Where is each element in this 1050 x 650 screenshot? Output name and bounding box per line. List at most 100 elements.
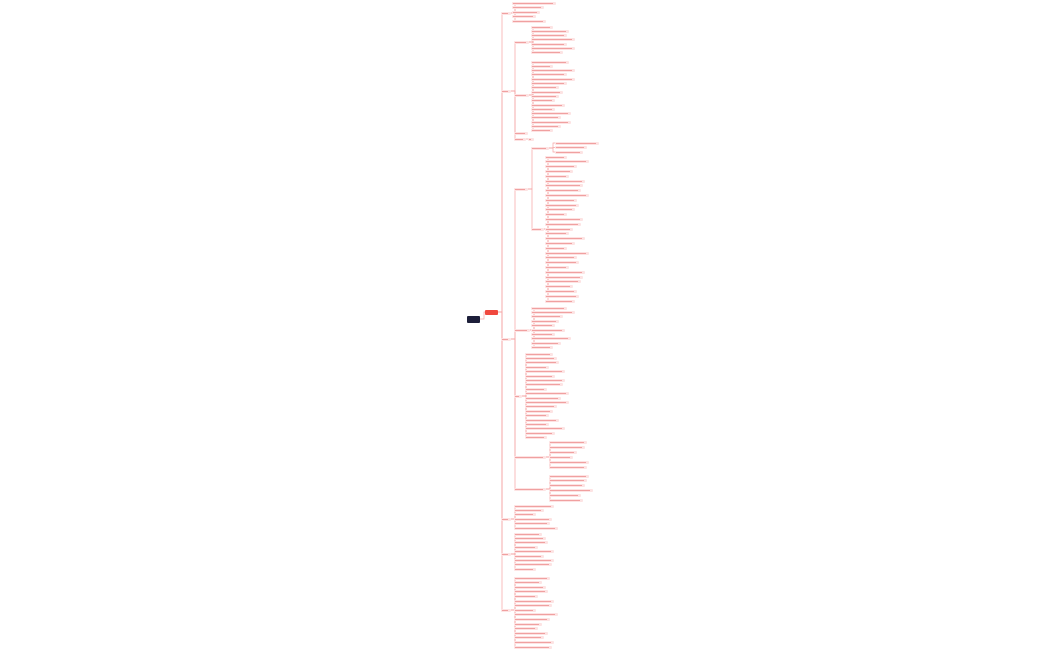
central-node[interactable] xyxy=(485,309,498,315)
leaf-node[interactable] xyxy=(514,594,538,598)
leaf-node[interactable] xyxy=(531,60,569,64)
leaf-node[interactable] xyxy=(531,47,575,50)
leaf-node[interactable] xyxy=(545,193,589,197)
leaf-node[interactable] xyxy=(531,90,563,94)
leaf-node[interactable] xyxy=(531,77,575,81)
leaf-node[interactable] xyxy=(514,558,554,562)
sub-branch-node[interactable] xyxy=(514,487,546,491)
leaf-node[interactable] xyxy=(531,337,571,341)
leaf-node[interactable] xyxy=(545,285,573,289)
leaf-node[interactable] xyxy=(555,141,599,145)
leaf-node[interactable] xyxy=(525,378,565,382)
leaf-node[interactable] xyxy=(528,137,534,141)
leaf-node[interactable] xyxy=(525,427,565,431)
leaf-node[interactable] xyxy=(525,387,547,391)
sub-branch-node[interactable] xyxy=(514,40,529,44)
leaf-node[interactable] xyxy=(531,125,561,128)
leaf-node[interactable] xyxy=(531,310,575,314)
leaf-node[interactable] xyxy=(545,256,577,260)
leaf-node[interactable] xyxy=(531,38,575,42)
leaf-node[interactable] xyxy=(525,370,565,374)
leaf-node[interactable] xyxy=(531,103,565,107)
leaf-node[interactable] xyxy=(545,265,569,269)
leaf-node[interactable] xyxy=(514,631,548,635)
leaf-node[interactable] xyxy=(545,289,577,293)
leaf-node[interactable] xyxy=(531,328,565,332)
leaf-node[interactable] xyxy=(512,6,544,10)
leaf-node[interactable] xyxy=(525,361,559,365)
leaf-node[interactable] xyxy=(545,208,575,212)
leaf-node[interactable] xyxy=(514,585,546,589)
leaf-node[interactable] xyxy=(545,198,577,202)
leaf-node[interactable] xyxy=(531,25,553,29)
sub-branch-node[interactable] xyxy=(514,131,528,135)
leaf-node[interactable] xyxy=(545,184,583,188)
leaf-node[interactable] xyxy=(514,640,554,644)
sub-branch-node[interactable] xyxy=(514,328,530,332)
leaf-node[interactable] xyxy=(531,73,567,77)
leaf-node[interactable] xyxy=(514,576,550,580)
leaf-node[interactable] xyxy=(531,29,569,33)
leaf-node[interactable] xyxy=(545,174,569,178)
leaf-node[interactable] xyxy=(545,280,581,284)
branch-node[interactable] xyxy=(501,608,511,612)
sub-branch-node[interactable] xyxy=(514,93,529,97)
leaf-node[interactable] xyxy=(555,146,587,149)
branch-node[interactable] xyxy=(501,89,511,93)
leaf-node[interactable] xyxy=(531,324,555,328)
root-node[interactable] xyxy=(467,315,480,323)
leaf-node[interactable] xyxy=(531,94,559,98)
leaf-node[interactable] xyxy=(555,150,583,154)
leaf-node[interactable] xyxy=(514,608,536,612)
leaf-node[interactable] xyxy=(514,617,550,621)
leaf-node[interactable] xyxy=(514,581,542,585)
leaf-node[interactable] xyxy=(514,550,554,554)
sub-branch-node[interactable] xyxy=(531,227,544,231)
leaf-node[interactable] xyxy=(545,241,575,245)
leaf-node[interactable] xyxy=(531,107,555,111)
leaf-node[interactable] xyxy=(545,189,581,193)
leaf-node[interactable] xyxy=(545,169,573,173)
leaf-node[interactable] xyxy=(514,517,552,521)
sub-branch-node[interactable] xyxy=(514,455,546,459)
leaf-node[interactable] xyxy=(531,346,553,350)
leaf-node[interactable] xyxy=(514,627,538,631)
leaf-node[interactable] xyxy=(531,69,575,73)
leaf-node[interactable] xyxy=(525,365,549,369)
leaf-node[interactable] xyxy=(531,112,571,116)
leaf-node[interactable] xyxy=(545,232,569,236)
leaf-node[interactable] xyxy=(531,34,567,38)
leaf-node[interactable] xyxy=(512,10,540,14)
leaf-node[interactable] xyxy=(545,261,579,265)
branch-node[interactable] xyxy=(501,552,511,556)
sub-branch-node[interactable] xyxy=(514,394,522,398)
branch-node[interactable] xyxy=(501,11,511,15)
leaf-node[interactable] xyxy=(545,294,579,298)
leaf-node[interactable] xyxy=(514,599,554,603)
leaf-node[interactable] xyxy=(531,129,553,133)
leaf-node[interactable] xyxy=(531,99,555,103)
leaf-node[interactable] xyxy=(545,179,585,183)
leaf-node[interactable] xyxy=(525,392,569,396)
leaf-node[interactable] xyxy=(545,270,585,274)
leaf-node[interactable] xyxy=(549,460,589,464)
leaf-node[interactable] xyxy=(512,15,536,19)
leaf-node[interactable] xyxy=(514,532,542,536)
leaf-node[interactable] xyxy=(514,567,536,571)
leaf-node[interactable] xyxy=(514,508,544,512)
leaf-node[interactable] xyxy=(531,341,561,345)
leaf-node[interactable] xyxy=(514,545,538,549)
leaf-node[interactable] xyxy=(525,383,563,387)
leaf-node[interactable] xyxy=(514,541,548,545)
leaf-node[interactable] xyxy=(525,409,553,413)
sub-branch-node[interactable] xyxy=(514,187,528,191)
leaf-node[interactable] xyxy=(514,526,558,530)
leaf-node[interactable] xyxy=(549,474,589,478)
leaf-node[interactable] xyxy=(545,203,579,207)
sub-branch-node[interactable] xyxy=(514,137,526,141)
leaf-node[interactable] xyxy=(545,222,581,226)
leaf-node[interactable] xyxy=(545,275,583,279)
branch-node[interactable] xyxy=(501,517,511,521)
leaf-node[interactable] xyxy=(545,165,577,169)
leaf-node[interactable] xyxy=(514,590,548,594)
